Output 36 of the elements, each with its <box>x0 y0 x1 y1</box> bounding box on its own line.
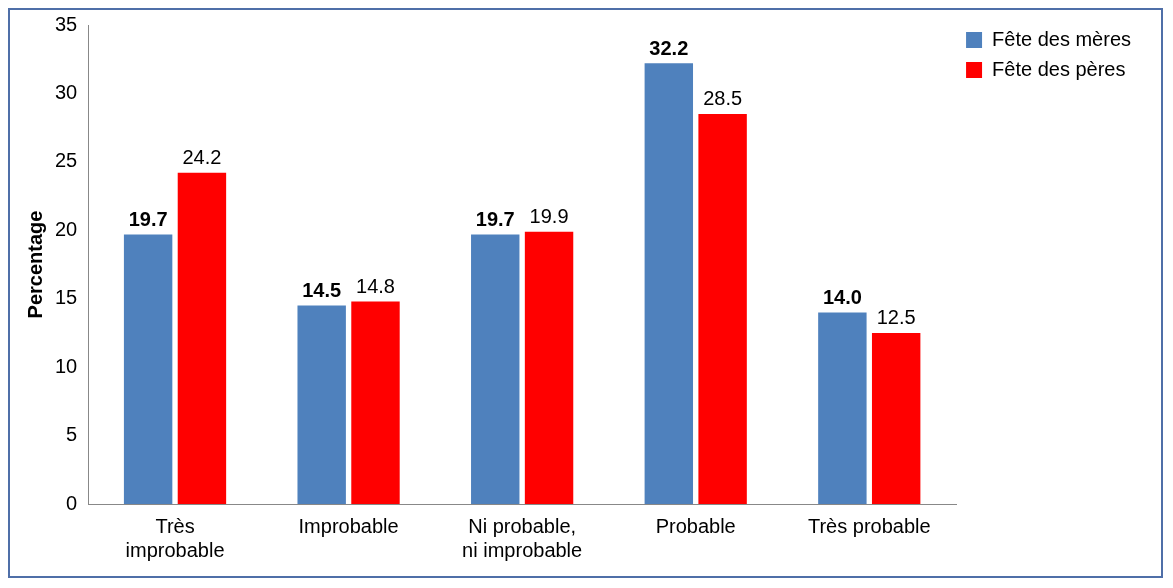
x-tick-label: Très improbable <box>125 514 225 561</box>
bar <box>644 63 694 504</box>
y-tick-label: 5 <box>66 423 78 446</box>
bar <box>524 231 574 504</box>
bar <box>177 172 227 504</box>
y-tick-label: 25 <box>55 149 78 172</box>
x-tick-label: Ni probable, ni improbable <box>462 514 583 561</box>
x-tick-label: Probable <box>655 514 736 537</box>
data-label: 19.7 <box>475 207 515 230</box>
y-tick-label: 0 <box>66 491 78 514</box>
y-tick-label: 35 <box>55 12 78 35</box>
data-label: 14.5 <box>302 279 342 302</box>
y-tick-label: 15 <box>55 286 78 309</box>
bar <box>871 332 921 504</box>
data-label: 19.9 <box>529 205 569 228</box>
data-label: 19.7 <box>128 207 168 230</box>
legend-label: Fête des mères <box>992 27 1132 50</box>
y-tick-label: 10 <box>55 354 78 377</box>
data-label: 14.8 <box>356 274 395 297</box>
data-label: 12.5 <box>876 306 916 329</box>
legend-label: Fête des pères <box>992 57 1126 80</box>
bar <box>471 234 520 504</box>
data-label: 28.5 <box>703 87 743 110</box>
y-tick-label: 20 <box>55 217 78 240</box>
y-tick-label: 30 <box>55 80 78 103</box>
data-label: 14.0 <box>822 285 862 308</box>
bar <box>123 234 173 504</box>
bar <box>351 301 400 504</box>
data-label: 24.2 <box>182 146 222 169</box>
bar <box>698 113 747 504</box>
bar <box>297 305 346 504</box>
x-tick-label: Très probable <box>807 514 931 537</box>
y-axis-title: Percentage <box>23 210 46 319</box>
bar <box>818 312 867 504</box>
x-tick-label: Improbable <box>298 514 399 537</box>
data-label: 32.2 <box>649 36 689 59</box>
